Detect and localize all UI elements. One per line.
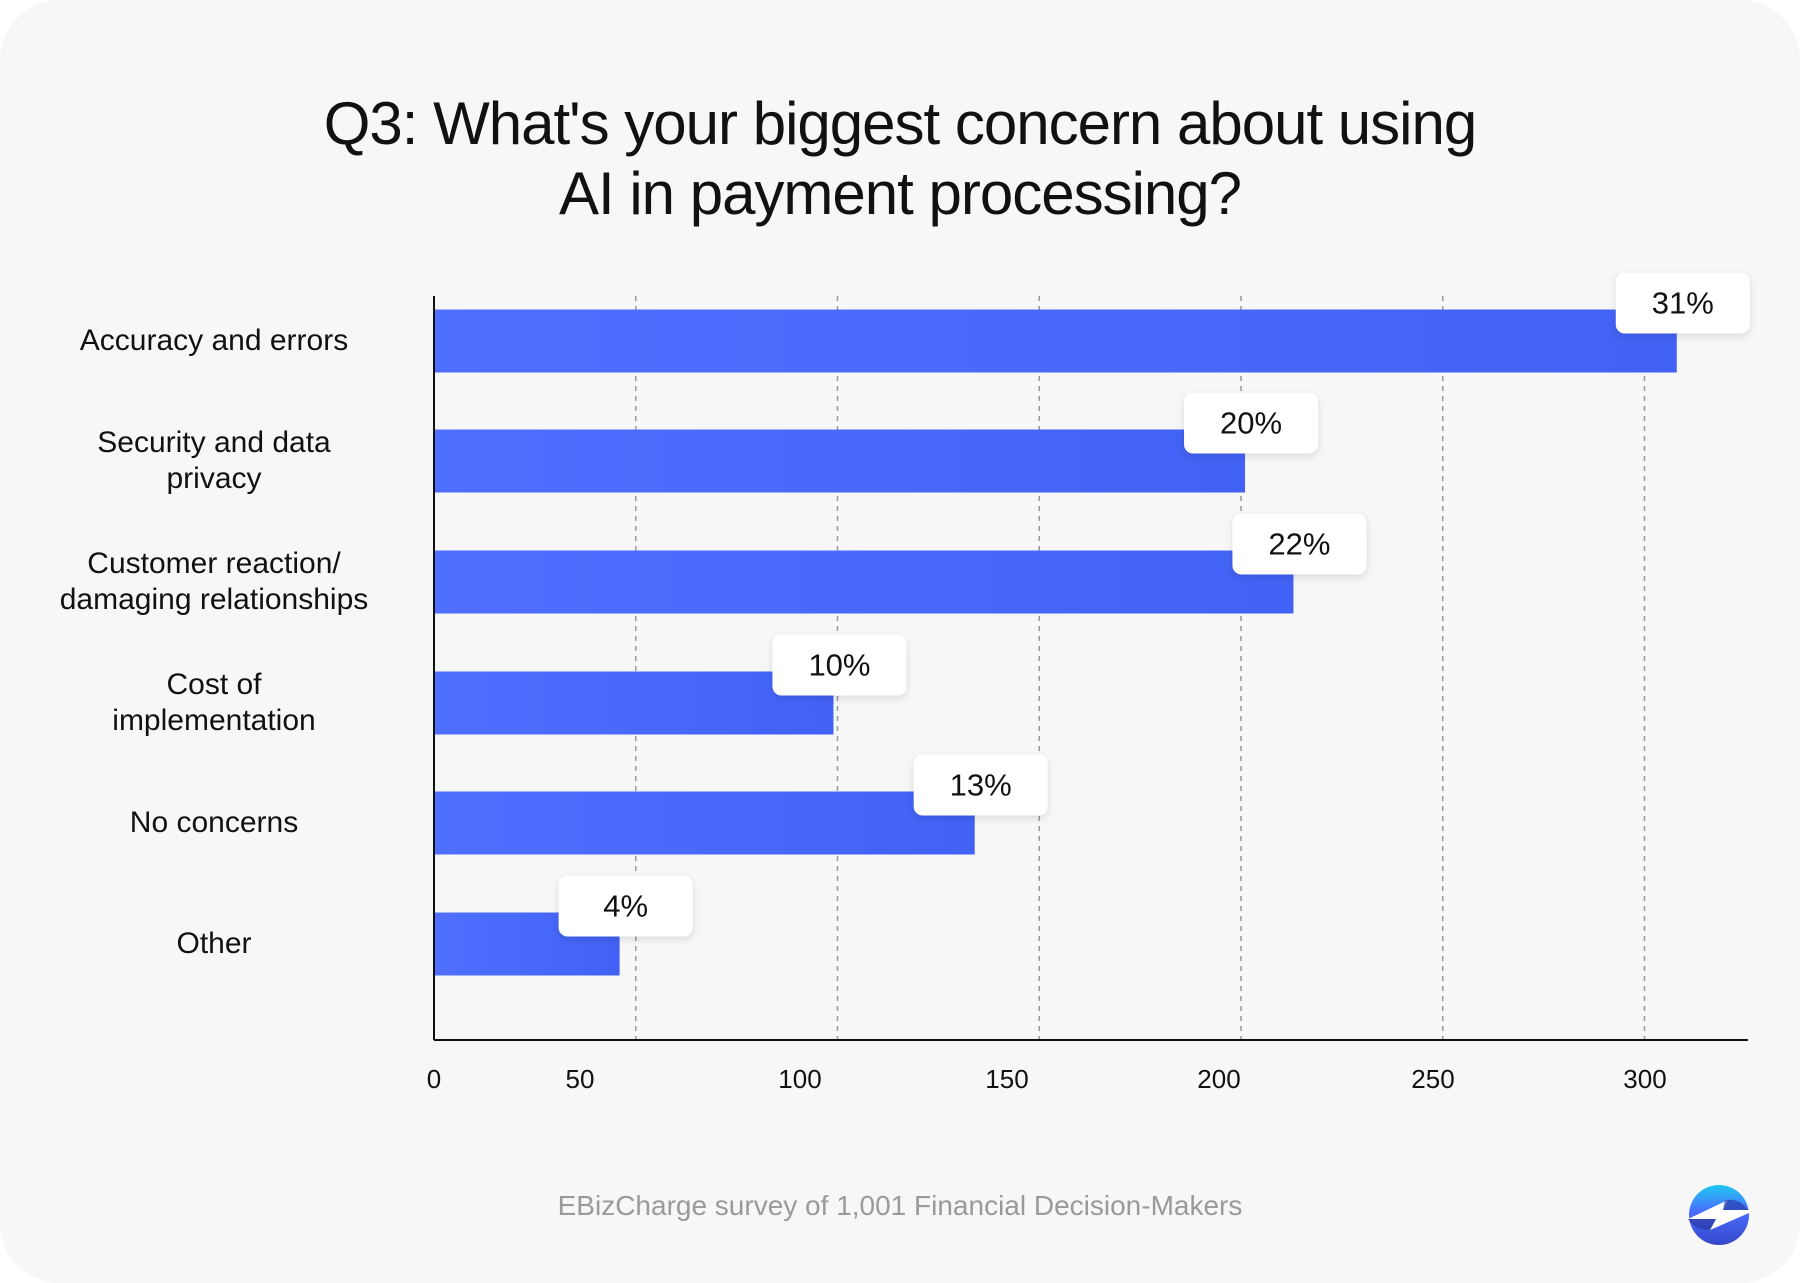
category-label-line: privacy	[166, 462, 262, 495]
category-label: Other	[176, 926, 251, 962]
bar-3	[434, 671, 834, 735]
data-label-2: 22%	[1268, 527, 1330, 562]
category-label-line: Accuracy and errors	[79, 324, 349, 357]
data-label-0: 31%	[1652, 286, 1714, 321]
x-tick-label: 0	[426, 1064, 442, 1094]
x-tick-label: 150	[985, 1064, 1029, 1094]
x-tick-label: 200	[1197, 1064, 1241, 1094]
bar-4	[434, 791, 975, 855]
bar-1	[434, 429, 1246, 493]
x-tick-label: 100	[778, 1064, 822, 1094]
ebizcharge-logo-icon	[1688, 1185, 1749, 1245]
x-tick-label: 250	[1411, 1064, 1455, 1094]
chart-title: Q3: What's your biggest concern about us…	[0, 89, 1800, 229]
data-label-box-0	[1615, 272, 1750, 334]
chart-title-line-1: Q3: What's your biggest concern about us…	[323, 90, 1477, 157]
data-label-4: 13%	[950, 768, 1012, 803]
category-label-line: No concerns	[129, 806, 299, 839]
category-label: Accuracy and errors	[80, 323, 348, 359]
bar-0	[434, 309, 1677, 373]
data-label-3: 10%	[808, 648, 870, 683]
x-tick-label: 50	[565, 1064, 595, 1094]
source-footnote: EBizCharge survey of 1,001 Financial Dec…	[557, 1190, 1243, 1221]
data-label-box-5	[558, 875, 693, 937]
category-label-line: implementation	[112, 704, 316, 737]
data-label-box-4	[913, 754, 1048, 816]
category-label-line: Other	[176, 927, 252, 960]
category-label-line: Security and data	[97, 426, 331, 459]
data-label-box-2	[1232, 513, 1367, 575]
data-label-1: 20%	[1220, 406, 1282, 441]
data-label-5: 4%	[603, 889, 648, 924]
data-label-box-3	[772, 634, 907, 696]
category-label: No concerns	[130, 805, 298, 841]
data-label-box-1	[1184, 392, 1319, 454]
x-tick-label: 300	[1623, 1064, 1667, 1094]
category-label-line: Customer reaction/	[87, 547, 341, 580]
category-label-line: Cost of	[166, 668, 262, 701]
chart-title-line-2: AI in payment processing?	[558, 160, 1242, 227]
category-label: Cost of implementation	[112, 667, 315, 739]
category-label: Security and data privacy	[97, 425, 330, 497]
bar-2	[434, 550, 1294, 614]
category-label-line: damaging relationships	[59, 583, 369, 616]
category-label: Customer reaction/damaging relationships	[60, 546, 369, 618]
